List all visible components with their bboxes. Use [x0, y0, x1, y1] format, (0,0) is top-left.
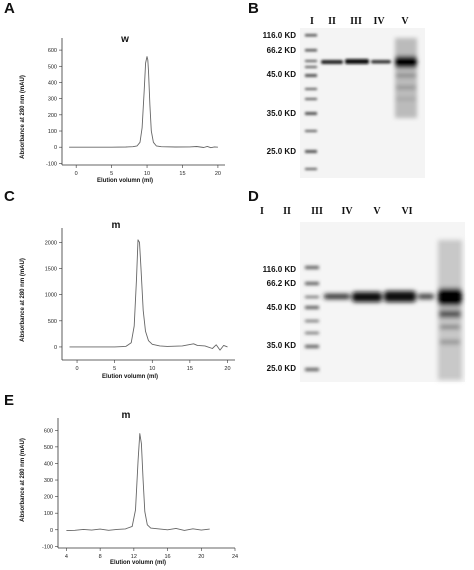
gel-d-marker-ladder — [305, 266, 319, 371]
chart-c-xtick-label: 15 — [187, 366, 193, 372]
chart-e-peak-label: m — [122, 410, 131, 421]
gel-b-lane-5-smear — [395, 38, 417, 118]
chart-e-xtick-label: 16 — [165, 554, 171, 560]
chart-a-peak-label: w — [120, 34, 129, 45]
chart-e-ytick-label: 0 — [50, 528, 53, 534]
gel-d-marker-66: 66.2 KD — [267, 279, 297, 288]
panel-label-a: A — [4, 0, 15, 17]
gel-b-lane-label-2: II — [328, 16, 336, 27]
chart-e-ytick-label: 600 — [44, 428, 53, 434]
gel-b-lane-label-4: IV — [373, 16, 385, 27]
gel-d-lane-label-2: II — [283, 206, 291, 217]
gel-d-lane-label-5: V — [373, 206, 381, 217]
chart-a-xtick-label: 15 — [179, 171, 185, 177]
gel-d-sample-bands — [324, 291, 434, 302]
sds-page-gel-d: I II III IV V VI 116.0 KD 66.2 KD 45.0 K… — [260, 206, 465, 382]
chart-a-ytick-label: -100 — [46, 161, 57, 167]
gel-b-band-lane-3 — [345, 59, 369, 64]
chart-a-ylabel: Absorbance at 280 nm (mAU) — [20, 75, 26, 159]
gel-d-band-lane-2 — [324, 294, 350, 299]
gel-d-band-lane-5 — [418, 294, 434, 299]
gel-d-marker-116: 116.0 KD — [263, 265, 297, 274]
chart-c-xtick-label: 20 — [224, 366, 230, 372]
chart-c-ytick-label: 1000 — [45, 293, 57, 299]
chromatogram-c: Absorbance at 280 nm (mAU) Elution volum… — [20, 220, 235, 380]
gel-b-band-lane-4 — [371, 60, 391, 64]
gel-d-band-lane-4 — [384, 291, 416, 302]
chromatogram-a: Absorbance at 280 nm (mAU) Elution volum… — [20, 34, 225, 184]
chart-c-xtick-label: 5 — [113, 366, 116, 372]
gel-b-marker-66: 66.2 KD — [267, 46, 297, 55]
chart-e-xtick-label: 4 — [65, 554, 68, 560]
gel-d-lane-label-1: I — [260, 206, 264, 217]
gel-d-marker-45: 45.0 KD — [267, 303, 297, 312]
gel-d-marker-35: 35.0 KD — [267, 341, 297, 350]
gel-d-background — [300, 222, 465, 382]
chart-e-xtick-label: 24 — [232, 554, 238, 560]
panel-label-b: B — [248, 0, 259, 17]
chart-c-trace — [69, 239, 228, 351]
gel-b-marker-45: 45.0 KD — [267, 70, 297, 79]
gel-b-marker-ladder — [305, 34, 317, 170]
gel-b-marker-25: 25.0 KD — [267, 147, 297, 156]
chart-e-ytick-label: 500 — [44, 445, 53, 451]
chart-e-xtick-label: 8 — [99, 554, 102, 560]
gel-d-band-lane-6 — [438, 288, 462, 306]
chart-c-ytick-label: 0 — [54, 345, 57, 351]
chart-e-xtick-label: 20 — [198, 554, 204, 560]
chart-a-ytick-label: 200 — [48, 113, 57, 119]
chart-a-xtick-label: 20 — [215, 171, 221, 177]
chart-e-xtick-label: 12 — [131, 554, 137, 560]
chart-e-ytick-label: 100 — [44, 511, 53, 517]
chart-a-xtick-label: 5 — [110, 171, 113, 177]
panel-label-e: E — [4, 392, 15, 409]
chart-a-ytick-label: 100 — [48, 129, 57, 135]
chart-e-ytick-label: 400 — [44, 461, 53, 467]
chart-c-ytick-label: 500 — [48, 319, 57, 325]
gel-d-lane-label-6: VI — [401, 206, 412, 217]
chart-a-ytick-label: 400 — [48, 80, 57, 86]
gel-b-band-lane-2 — [321, 60, 343, 64]
chromatogram-e: Absorbance at 280 nm (mAU) Elution volum… — [20, 410, 238, 566]
gel-b-band-lane-5 — [395, 56, 417, 68]
gel-d-lane-6-smear — [438, 240, 462, 380]
chart-c-peak-label: m — [112, 220, 121, 231]
chart-e-ytick-label: 200 — [44, 495, 53, 501]
chart-e-ytick-label: 300 — [44, 478, 53, 484]
chart-a-xtick-label: 0 — [75, 171, 78, 177]
chart-a-xlabel: Elution volumn (ml) — [97, 178, 153, 184]
sds-page-gel-b: I II III IV V 116.0 KD 66.2 KD 45.0 KD 3… — [263, 16, 425, 178]
chart-e-ytick-label: -100 — [42, 544, 53, 550]
panel-label-c: C — [4, 188, 15, 205]
chart-e-trace — [66, 433, 210, 532]
chart-e-xlabel: Elution volumn (ml) — [110, 560, 166, 566]
chart-a-ytick-label: 0 — [54, 145, 57, 151]
gel-d-band-lane-3 — [352, 292, 382, 302]
panel-label-d: D — [248, 188, 259, 205]
gel-b-lane-label-5: V — [401, 16, 409, 27]
chart-c-ylabel: Absorbance at 280 nm (mAU) — [20, 258, 26, 342]
chart-a-ytick-label: 500 — [48, 64, 57, 70]
chart-c-xlabel: Elution volumn (ml) — [102, 374, 158, 380]
gel-d-marker-25: 25.0 KD — [267, 364, 297, 373]
chart-a-ytick-label: 600 — [48, 48, 57, 54]
chart-a-trace — [69, 56, 218, 149]
gel-b-lane-label-1: I — [310, 16, 314, 27]
chart-c-xtick-label: 0 — [76, 366, 79, 372]
chart-c-xtick-label: 10 — [149, 366, 155, 372]
chart-c-ytick-label: 2000 — [45, 240, 57, 246]
gel-b-marker-116: 116.0 KD — [263, 31, 297, 40]
chart-a-ytick-label: 300 — [48, 97, 57, 103]
chart-e-ylabel: Absorbance at 280 nm (mAU) — [20, 438, 26, 522]
chart-c-ytick-label: 1500 — [45, 267, 57, 273]
gel-b-marker-35: 35.0 KD — [267, 109, 297, 118]
gel-b-sample-bands — [321, 59, 391, 64]
chart-a-xtick-label: 10 — [144, 171, 150, 177]
gel-b-lane-label-3: III — [350, 16, 362, 27]
gel-d-lane-label-4: IV — [341, 206, 353, 217]
gel-d-lane-label-3: III — [311, 206, 323, 217]
